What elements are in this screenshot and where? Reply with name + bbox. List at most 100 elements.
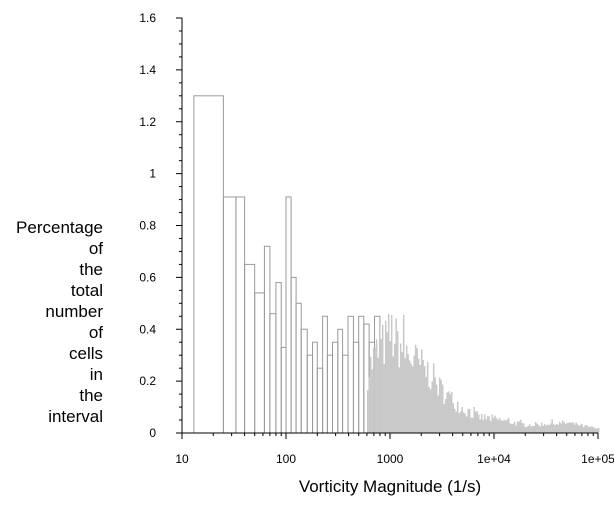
histogram-bin bbox=[449, 394, 451, 433]
histogram-bin bbox=[275, 282, 282, 434]
histogram-bin bbox=[596, 428, 598, 433]
y-axis-label: Percentage of the total number of cells in the in… bbox=[16, 218, 103, 426]
x-axis-ticks: 10 100 1000 1e+04 1e+05 bbox=[175, 433, 614, 466]
histogram-bin bbox=[543, 424, 546, 433]
y-axis-label-line: Percentage bbox=[16, 218, 103, 237]
histogram-bin bbox=[372, 347, 375, 433]
histogram-bin bbox=[516, 421, 519, 433]
histogram-bin bbox=[513, 421, 516, 433]
histogram-bin bbox=[575, 422, 577, 433]
histogram-filled-bins bbox=[366, 313, 600, 433]
histogram-bin bbox=[377, 357, 379, 433]
histogram-bin bbox=[458, 413, 460, 433]
histogram-bin bbox=[582, 427, 585, 433]
histogram-bin bbox=[530, 426, 532, 433]
histogram-bin bbox=[462, 412, 465, 433]
histogram-bin bbox=[539, 426, 541, 433]
histogram-bin bbox=[573, 424, 576, 433]
histogram-bin bbox=[417, 358, 420, 433]
x-axis-label: Vorticity Magnitude (1/s) bbox=[299, 477, 481, 496]
histogram-bin bbox=[389, 341, 391, 433]
histogram-bin bbox=[347, 315, 354, 434]
histogram-bars bbox=[193, 95, 381, 434]
histogram-bin bbox=[404, 358, 406, 433]
histogram-bin bbox=[254, 292, 265, 434]
histogram-bin bbox=[405, 345, 408, 433]
histogram-bin bbox=[497, 419, 499, 433]
histogram-bin bbox=[578, 425, 580, 433]
histogram-bin bbox=[492, 417, 495, 433]
histogram-bin bbox=[531, 426, 534, 433]
histogram-bin bbox=[587, 426, 589, 433]
histogram-bin bbox=[368, 377, 370, 433]
histogram-bin bbox=[555, 423, 558, 433]
histogram-bin bbox=[434, 377, 436, 433]
histogram-bin bbox=[386, 332, 388, 433]
histogram-bin bbox=[498, 417, 501, 433]
histogram-bin bbox=[411, 366, 414, 433]
histogram-bin bbox=[392, 356, 394, 433]
histogram-bin bbox=[193, 95, 224, 434]
y-axis-label-line: in bbox=[90, 365, 103, 384]
histogram-bin bbox=[572, 422, 574, 433]
y-tick-label: 0.4 bbox=[139, 322, 156, 336]
histogram-bin bbox=[456, 402, 459, 433]
histogram-bin bbox=[383, 363, 385, 433]
histogram-bin bbox=[495, 418, 498, 433]
histogram-bin bbox=[295, 302, 302, 434]
histogram-bin bbox=[494, 415, 496, 433]
histogram-bin bbox=[342, 354, 349, 434]
histogram-bin bbox=[452, 403, 454, 433]
histogram-bin bbox=[440, 379, 442, 433]
histogram-bin bbox=[525, 426, 528, 433]
histogram-bin bbox=[425, 376, 427, 433]
histogram-bin bbox=[422, 359, 424, 433]
histogram-bin bbox=[464, 413, 466, 433]
y-tick-label: 1.6 bbox=[139, 11, 156, 25]
histogram-bin bbox=[509, 423, 511, 433]
histogram-bin bbox=[420, 349, 423, 433]
histogram-bin bbox=[280, 346, 287, 434]
histogram-bin bbox=[534, 422, 537, 433]
histogram-bin bbox=[552, 424, 555, 433]
histogram-bin bbox=[468, 409, 471, 433]
histogram-bin bbox=[558, 421, 561, 433]
histogram-bin bbox=[222, 196, 237, 434]
histogram-bin bbox=[486, 416, 489, 433]
histogram-bin bbox=[369, 356, 372, 433]
x-tick-label: 10 bbox=[175, 452, 189, 466]
histogram-bin bbox=[566, 422, 568, 433]
histogram-bin bbox=[533, 425, 535, 433]
y-tick-label: 0.8 bbox=[139, 219, 156, 233]
histogram-bin bbox=[528, 424, 531, 433]
histogram-bin bbox=[564, 423, 567, 433]
y-tick-label: 1 bbox=[149, 167, 156, 181]
histogram-bin bbox=[536, 423, 538, 433]
histogram-bin bbox=[585, 425, 588, 433]
histogram-bin bbox=[371, 369, 373, 433]
histogram-bin bbox=[524, 427, 526, 433]
y-axis-label-line: the bbox=[79, 260, 103, 279]
histogram-bin bbox=[306, 354, 314, 434]
histogram-bin bbox=[429, 389, 432, 433]
histogram-bin bbox=[399, 343, 402, 433]
histogram-bin bbox=[579, 424, 582, 433]
histogram-bin bbox=[554, 425, 556, 433]
histogram-bin bbox=[506, 419, 508, 433]
histogram-bin bbox=[569, 422, 571, 433]
histogram-bin bbox=[375, 339, 378, 433]
histogram-bin bbox=[480, 413, 483, 433]
y-tick-label: 1.4 bbox=[139, 63, 156, 77]
histogram-bin bbox=[588, 427, 591, 433]
histogram-bin bbox=[518, 421, 520, 433]
histogram-bin bbox=[474, 411, 477, 433]
histogram-bin bbox=[380, 338, 382, 433]
histogram-bin bbox=[476, 411, 478, 433]
histogram-bin bbox=[443, 403, 445, 433]
histogram-bin bbox=[322, 315, 328, 434]
y-axis-ticks: 0 0.2 0.4 0.6 0.8 1 1.2 1.4 1.6 bbox=[139, 11, 182, 440]
histogram-bin bbox=[546, 424, 549, 433]
histogram-bin bbox=[570, 422, 573, 433]
histogram-bin bbox=[393, 343, 396, 433]
histogram-bin bbox=[428, 387, 430, 433]
